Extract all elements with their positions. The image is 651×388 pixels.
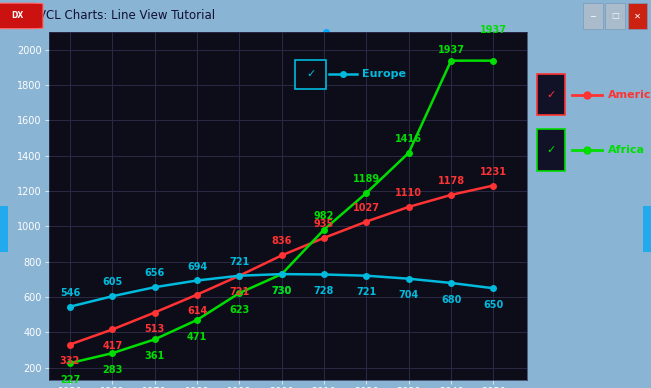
Text: 1937: 1937 [437,45,465,55]
Text: ✓: ✓ [546,145,555,155]
Text: 650: 650 [483,300,504,310]
Text: 704: 704 [398,290,419,300]
Text: Europe: Europe [362,69,406,80]
Text: 721: 721 [356,288,376,297]
Text: 332: 332 [60,356,80,366]
Text: 1178: 1178 [437,176,465,186]
Text: 546: 546 [60,288,80,298]
Text: 623: 623 [229,305,249,315]
Text: ─: ─ [590,11,596,21]
Text: 361: 361 [145,351,165,361]
Text: 694: 694 [187,262,207,272]
Text: ✓: ✓ [306,69,316,80]
Text: 656: 656 [145,268,165,278]
Text: 227: 227 [60,375,80,385]
FancyBboxPatch shape [536,74,565,116]
Text: 1110: 1110 [395,188,422,198]
Text: 1416: 1416 [395,134,422,144]
Text: 935: 935 [314,219,334,229]
Text: ✓: ✓ [546,90,555,100]
FancyBboxPatch shape [605,3,625,29]
FancyBboxPatch shape [583,3,603,29]
Text: 1231: 1231 [480,166,507,177]
Text: 513: 513 [145,324,165,334]
FancyBboxPatch shape [628,3,647,29]
Text: 614: 614 [187,306,207,316]
Text: □: □ [611,11,619,21]
Text: Americas: Americas [607,90,651,100]
Text: 680: 680 [441,294,462,305]
Text: 730: 730 [271,286,292,296]
Text: DX: DX [12,11,23,21]
Text: 728: 728 [314,286,334,296]
Text: 982: 982 [314,211,334,221]
Text: VCL Charts: Line View Tutorial: VCL Charts: Line View Tutorial [38,9,215,23]
FancyBboxPatch shape [296,60,326,89]
Text: 417: 417 [102,341,122,351]
Text: 730: 730 [271,286,292,296]
Text: 721: 721 [229,288,249,297]
Text: Africa: Africa [607,145,644,155]
Text: 1189: 1189 [353,174,380,184]
Text: 1937: 1937 [480,25,507,35]
FancyBboxPatch shape [536,129,565,171]
FancyBboxPatch shape [0,3,43,29]
Text: 836: 836 [271,236,292,246]
Text: 1027: 1027 [353,203,380,213]
Text: 605: 605 [102,277,122,288]
Text: 283: 283 [102,365,122,375]
Text: 471: 471 [187,332,207,341]
Text: ✕: ✕ [634,11,641,21]
Text: 721: 721 [229,257,249,267]
